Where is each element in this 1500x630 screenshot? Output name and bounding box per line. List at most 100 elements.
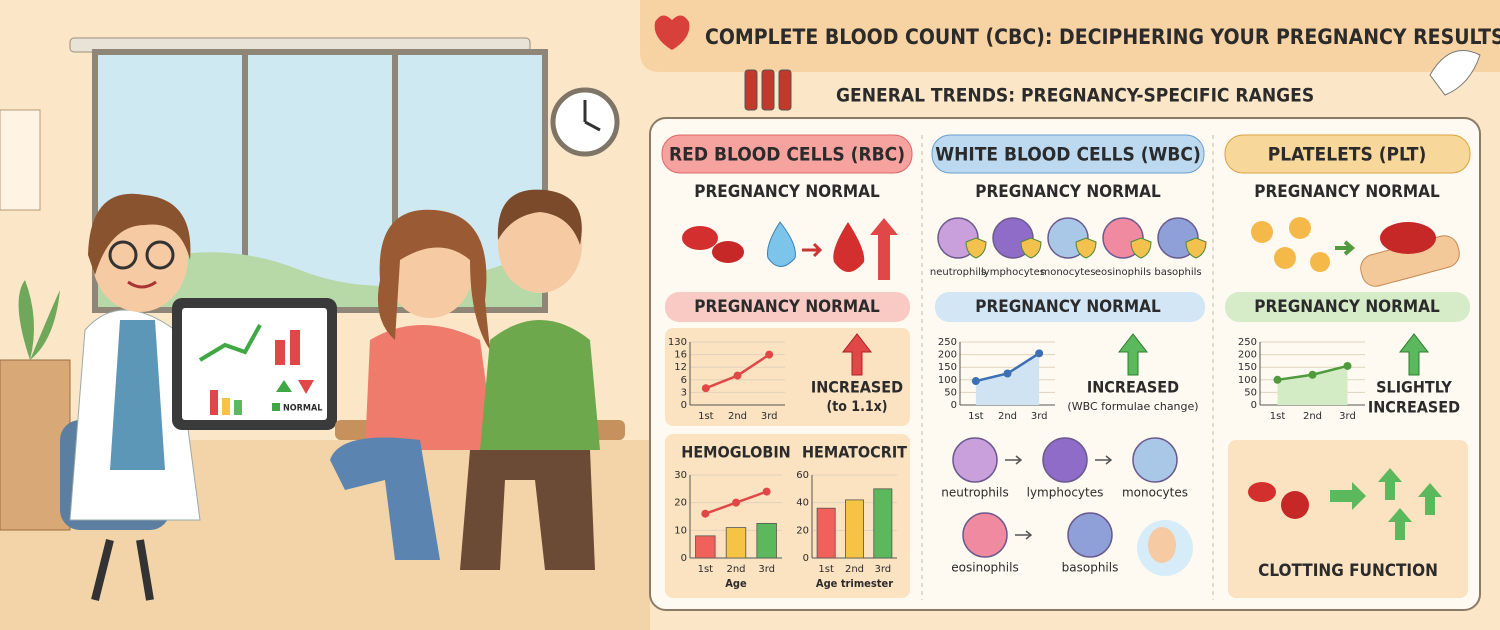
cell-label: basophils — [1062, 561, 1119, 575]
y-tick-label: 200 — [1238, 350, 1257, 361]
x-tick-label: 1st — [698, 564, 714, 575]
woman-jeans — [330, 437, 440, 560]
y-tick-label: 250 — [938, 337, 957, 348]
plt-banner: PREGNANCY NORMAL — [1254, 297, 1440, 317]
point — [765, 350, 774, 359]
tablet-arrow — [276, 380, 292, 392]
plt-top-label: PREGNANCY NORMAL — [1254, 182, 1440, 202]
doctor-shirt — [110, 320, 165, 470]
doctor-hair — [88, 193, 191, 275]
platelet-icon — [1274, 247, 1296, 269]
subtitle: GENERAL TRENDS: PREGNANCY-SPECIFIC RANGE… — [836, 85, 1314, 107]
bar — [725, 527, 747, 559]
y-tick-label: 100 — [1238, 375, 1257, 386]
x-tick-label: 3rd — [761, 411, 778, 422]
cell-label: basophils — [1154, 267, 1201, 278]
y-tick-label: 60 — [796, 470, 809, 481]
trend-label: INCREASED — [1087, 378, 1179, 397]
up-arrow-icon — [1117, 333, 1149, 376]
doctor-legs — [91, 539, 154, 601]
rbc-icon — [682, 226, 718, 250]
flow-arrow — [1095, 455, 1113, 465]
bar — [873, 488, 893, 559]
x-tick-label: 2nd — [728, 411, 747, 422]
woman-shirt — [365, 325, 495, 450]
cell-icon — [1132, 437, 1178, 483]
baby-icon — [1148, 527, 1176, 563]
bar — [816, 507, 836, 559]
up-arrow-icon — [841, 333, 873, 376]
rbc-pill — [661, 134, 913, 174]
glasses — [108, 240, 138, 270]
x-tick-label: 3rd — [1339, 411, 1356, 422]
right-arrow-icon — [1330, 482, 1366, 510]
bar — [695, 535, 716, 559]
point — [732, 498, 740, 507]
area — [975, 353, 1040, 405]
point — [701, 384, 710, 393]
tube-icon — [761, 69, 775, 111]
smile — [127, 280, 157, 289]
cell-label: lymphocytes — [981, 267, 1045, 278]
y-tick-label: 20 — [674, 498, 687, 509]
cell-icon — [1067, 512, 1113, 558]
clock-hand — [584, 120, 601, 132]
cell-label: neutrophils — [930, 267, 986, 278]
y-tick-label: 10 — [674, 525, 687, 536]
x-axis-label: Age — [725, 577, 747, 590]
x-tick-label: 1st — [1270, 411, 1286, 422]
x-tick-label: 3rd — [758, 564, 775, 575]
up-arrow-icon — [1418, 483, 1442, 515]
y-tick-label: 0 — [1251, 400, 1257, 411]
trend-label: SLIGHTLY — [1376, 378, 1452, 397]
y-tick-label: 0 — [681, 400, 687, 411]
man-shirt — [480, 320, 600, 450]
clot-icon — [1281, 491, 1309, 519]
point — [1308, 370, 1317, 379]
y-tick-label: 130 — [668, 337, 687, 348]
man-hair — [497, 189, 582, 245]
y-tick-label: 6 — [681, 375, 687, 386]
shield-icon — [1020, 237, 1042, 259]
tablet-chart — [198, 324, 262, 362]
blood-drop-icon — [833, 222, 865, 272]
point — [762, 487, 771, 496]
y-tick-label: 3 — [681, 387, 687, 398]
point — [1343, 361, 1352, 370]
cell-label: monocytes — [1040, 267, 1095, 278]
y-tick-label: 20 — [796, 525, 809, 536]
up-arrow-icon — [1378, 468, 1402, 500]
y-tick-label: 30 — [674, 470, 687, 481]
x-tick-label: 2nd — [1303, 411, 1322, 422]
wbc-pill — [931, 134, 1205, 174]
man-face — [498, 197, 582, 293]
y-tick-label: 12 — [674, 362, 687, 373]
trend-label: INCREASED — [811, 378, 903, 397]
bar — [756, 523, 777, 559]
rbc-banner-bg — [665, 292, 910, 322]
trend-note: (WBC formulae change) — [1067, 400, 1198, 413]
oxygen-icon — [767, 221, 796, 267]
y-tick-label: 40 — [796, 498, 809, 509]
rbc-top-label: PREGNANCY NORMAL — [694, 182, 880, 202]
wbc-title: WHITE BLOOD CELLS (WBC) — [935, 144, 1201, 166]
chart-title: HEMATOCRIT — [802, 443, 907, 462]
rbc-icon — [1248, 482, 1276, 502]
x-tick-label: 2nd — [845, 564, 864, 575]
y-tick-label: 200 — [938, 350, 957, 361]
point — [701, 509, 710, 518]
rbc-icon — [712, 241, 744, 263]
y-tick-label: 50 — [944, 387, 957, 398]
platelet-icon — [1310, 252, 1330, 272]
up-arrow-icon — [870, 218, 898, 280]
tablet-label: NORMAL — [283, 404, 322, 414]
x-axis-label: Age trimester — [816, 577, 893, 590]
plt-pill — [1224, 134, 1471, 174]
tablet-chart — [275, 340, 285, 365]
shield-icon — [965, 237, 987, 259]
flow-arrow — [1005, 455, 1023, 465]
title: COMPLETE BLOOD COUNT (CBC): DECIPHERING … — [705, 25, 1500, 49]
cell-label: lymphocytes — [1027, 486, 1104, 500]
heart-icon — [654, 15, 690, 51]
clotting-label: CLOTTING FUNCTION — [1258, 561, 1438, 581]
